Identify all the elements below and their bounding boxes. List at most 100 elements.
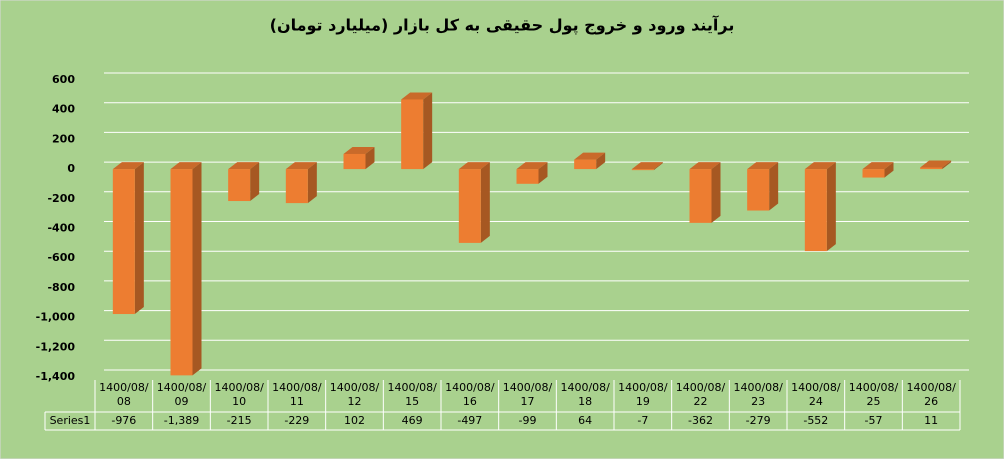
x-tick-label-part: 08 (117, 395, 131, 408)
bar-top (112, 162, 144, 170)
x-tick-label-part: 1400/08/ (906, 381, 956, 394)
x-tick-label-part: 18 (578, 395, 592, 408)
data-label: -57 (865, 414, 883, 427)
bar-top (285, 162, 317, 170)
x-tick-label: 1400/08/23 (733, 381, 783, 408)
data-label: -1,389 (164, 414, 199, 427)
data-label: -215 (227, 414, 252, 427)
x-tick-label-part: 1400/08/ (445, 381, 495, 394)
y-tick-label: -800 (47, 281, 75, 294)
legend-label: Series1 (50, 414, 91, 427)
bar-top (516, 162, 548, 170)
x-tick-label: 1400/08/11 (272, 381, 322, 408)
bar-top (689, 162, 721, 170)
x-tick-label: 1400/08/22 (676, 381, 726, 408)
x-tick-label: 1400/08/26 (906, 381, 956, 408)
bar-side (884, 162, 894, 178)
y-tick-label: 600 (52, 73, 75, 86)
data-label: -7 (637, 414, 648, 427)
bar (516, 169, 539, 184)
bar (170, 169, 193, 376)
bar-top (343, 146, 375, 154)
bar-side (596, 152, 606, 170)
data-label: -552 (803, 414, 828, 427)
x-tick-label-part: 11 (290, 395, 304, 408)
y-tick-label: 0 (67, 162, 75, 175)
x-tick-label-part: 1400/08/ (618, 381, 668, 394)
data-label: 64 (578, 414, 592, 427)
bar-top (228, 162, 260, 170)
bar (862, 169, 885, 178)
x-tick-label-part: 1400/08/ (676, 381, 726, 394)
bar (920, 167, 943, 170)
x-tick-label-part: 23 (751, 395, 765, 408)
data-label: -362 (688, 414, 713, 427)
x-tick-label-part: 12 (348, 395, 362, 408)
x-tick-label-part: 1400/08/ (157, 381, 207, 394)
bar-top (862, 162, 894, 170)
data-label: -279 (746, 414, 771, 427)
bar (343, 153, 366, 170)
bar-side (480, 162, 490, 243)
y-tick-label: -400 (47, 222, 75, 235)
data-label: -497 (457, 414, 482, 427)
x-tick-label-part: 16 (463, 395, 477, 408)
data-label: -229 (284, 414, 309, 427)
x-tick-label: 1400/08/08 (99, 381, 149, 408)
bar-top (170, 162, 202, 170)
x-tick-label-part: 26 (924, 395, 938, 408)
x-tick-label-part: 1400/08/ (560, 381, 610, 394)
x-tick-label-part: 1400/08/ (99, 381, 149, 394)
y-tick-label: -200 (47, 192, 75, 205)
x-tick-label-part: 1400/08/ (791, 381, 841, 394)
x-tick-label-part: 24 (809, 395, 823, 408)
x-tick-label-part: 1400/08/ (214, 381, 264, 394)
x-tick-label: 1400/08/12 (330, 381, 380, 408)
bar-top (920, 160, 952, 168)
x-tick-label-part: 10 (232, 395, 246, 408)
x-tick-label-part: 19 (636, 395, 650, 408)
x-tick-label-part: 1400/08/ (387, 381, 437, 394)
data-label: 102 (344, 414, 365, 427)
x-tick-label: 1400/08/18 (560, 381, 610, 408)
bar (689, 169, 712, 223)
bar-side (134, 162, 144, 315)
data-label: 469 (402, 414, 423, 427)
bar (458, 169, 481, 243)
x-tick-label-part: 1400/08/ (503, 381, 553, 394)
bar-top (631, 162, 663, 170)
x-tick-label-part: 22 (694, 395, 708, 408)
x-tick-label-part: 25 (867, 395, 881, 408)
x-tick-label: 1400/08/16 (445, 381, 495, 408)
bar (631, 169, 654, 171)
bar (401, 99, 424, 170)
bar-side (192, 162, 202, 376)
bar-side (769, 162, 779, 211)
bar-side (538, 162, 548, 184)
x-tick-label: 1400/08/17 (503, 381, 553, 408)
chart-title: برآیند ورود و خروج پول حقیقی به کل بازار… (270, 15, 735, 36)
data-label: -99 (519, 414, 537, 427)
bar-side (307, 162, 317, 204)
y-tick-label: 200 (52, 132, 75, 145)
x-tick-label: 1400/08/19 (618, 381, 668, 408)
bar-top (747, 162, 779, 170)
bar-side (423, 92, 433, 170)
x-tick-label-part: 17 (521, 395, 535, 408)
bar-side (942, 160, 952, 170)
y-tick-label: -1,200 (36, 340, 76, 353)
x-tick-label: 1400/08/15 (387, 381, 437, 408)
y-tick-label: 400 (52, 103, 75, 116)
x-tick-label: 1400/08/09 (157, 381, 207, 408)
bar-side (250, 162, 260, 202)
y-tick-label: -1,000 (36, 311, 76, 324)
bar (804, 169, 827, 252)
bar (112, 169, 135, 315)
data-label: -976 (111, 414, 136, 427)
y-tick-label: -1,400 (36, 370, 76, 383)
x-tick-label-part: 1400/08/ (272, 381, 322, 394)
bar-side (365, 146, 375, 170)
bar-side (826, 162, 836, 252)
